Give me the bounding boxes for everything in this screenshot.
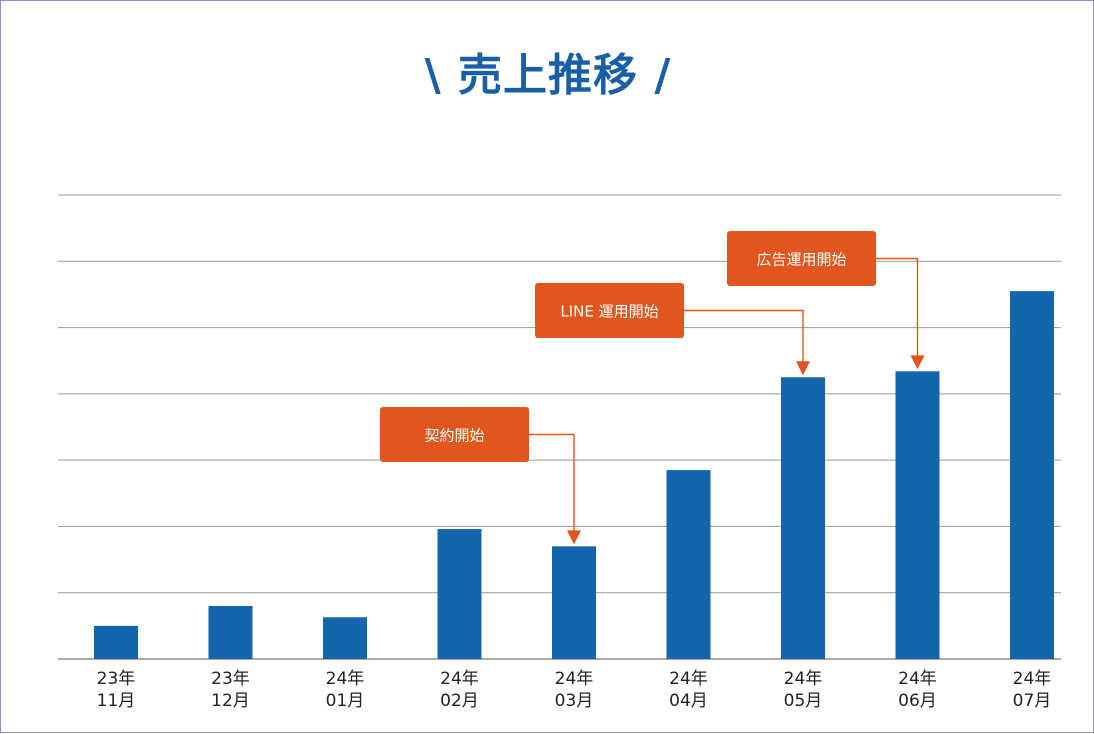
bar	[552, 546, 596, 659]
x-tick-label-month: 12月	[211, 691, 250, 711]
chart-title: \ 売上推移 /	[424, 50, 672, 101]
annotation-label: 契約開始	[424, 427, 484, 445]
bar	[1010, 291, 1054, 659]
annotation-connector	[876, 257, 919, 358]
annotation-connector	[684, 309, 804, 364]
annotation-arrowhead	[796, 361, 810, 376]
bar	[781, 377, 825, 659]
bar	[666, 470, 711, 659]
annotation-box	[535, 283, 684, 338]
annotation-box	[727, 231, 876, 286]
x-tick-label-year: 24年	[784, 669, 823, 689]
x-tick-label-month: 06月	[898, 691, 937, 711]
x-tick-label-month: 02月	[440, 691, 479, 711]
x-tick-label-year: 24年	[898, 669, 937, 689]
bar	[895, 371, 940, 659]
x-tick-label-year: 24年	[1013, 669, 1052, 689]
annotation-label: LINE 運用開始	[560, 303, 658, 321]
annotation-label: 広告運用開始	[756, 251, 846, 269]
bar	[323, 617, 367, 659]
x-tick-label-month: 04月	[669, 691, 708, 711]
annotation-arrowhead	[910, 355, 925, 370]
bar	[208, 605, 253, 659]
x-tick-label-month: 05月	[784, 691, 823, 711]
x-tick-label-year: 24年	[326, 669, 365, 689]
x-tick-label-year: 23年	[211, 669, 250, 689]
x-tick-label-month: 11月	[97, 691, 136, 711]
x-tick-label-month: 07月	[1013, 691, 1052, 711]
x-tick-label-month: 01月	[326, 691, 365, 711]
bar	[94, 625, 138, 659]
x-tick-label-year: 23年	[97, 669, 136, 689]
x-tick-label-year: 24年	[555, 669, 594, 689]
annotation-connector	[529, 433, 575, 533]
annotation-arrowhead	[567, 530, 581, 545]
x-tick-label-month: 03月	[555, 691, 594, 711]
annotation-box	[380, 407, 529, 462]
bar	[437, 529, 482, 659]
x-tick-label-year: 24年	[669, 669, 708, 689]
x-tick-label-year: 24年	[440, 669, 479, 689]
